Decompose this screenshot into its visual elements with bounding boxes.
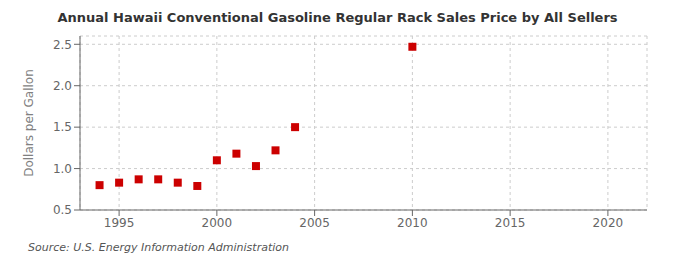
svg-text:1995: 1995 <box>104 216 135 230</box>
svg-text:0.5: 0.5 <box>53 203 72 217</box>
svg-text:Dollars per Gallon: Dollars per Gallon <box>22 69 36 177</box>
svg-text:2.5: 2.5 <box>53 38 72 52</box>
svg-text:2000: 2000 <box>202 216 233 230</box>
html-text:Annual Hawaii Conventional Gas: Annual Hawaii Conventional Gasoline Regu… <box>57 10 618 25</box>
svg-text:2005: 2005 <box>299 216 330 230</box>
svg-text:2010: 2010 <box>397 216 428 230</box>
html-text:Source: U.S. Energy Informatio: Source: U.S. Energy Information Administ… <box>28 241 289 254</box>
svg-text:1.0: 1.0 <box>53 162 72 176</box>
svg-text:2015: 2015 <box>495 216 526 230</box>
svg-text:2020: 2020 <box>593 216 624 230</box>
svg-text:2.0: 2.0 <box>53 79 72 93</box>
svg-text:1.5: 1.5 <box>53 120 72 134</box>
